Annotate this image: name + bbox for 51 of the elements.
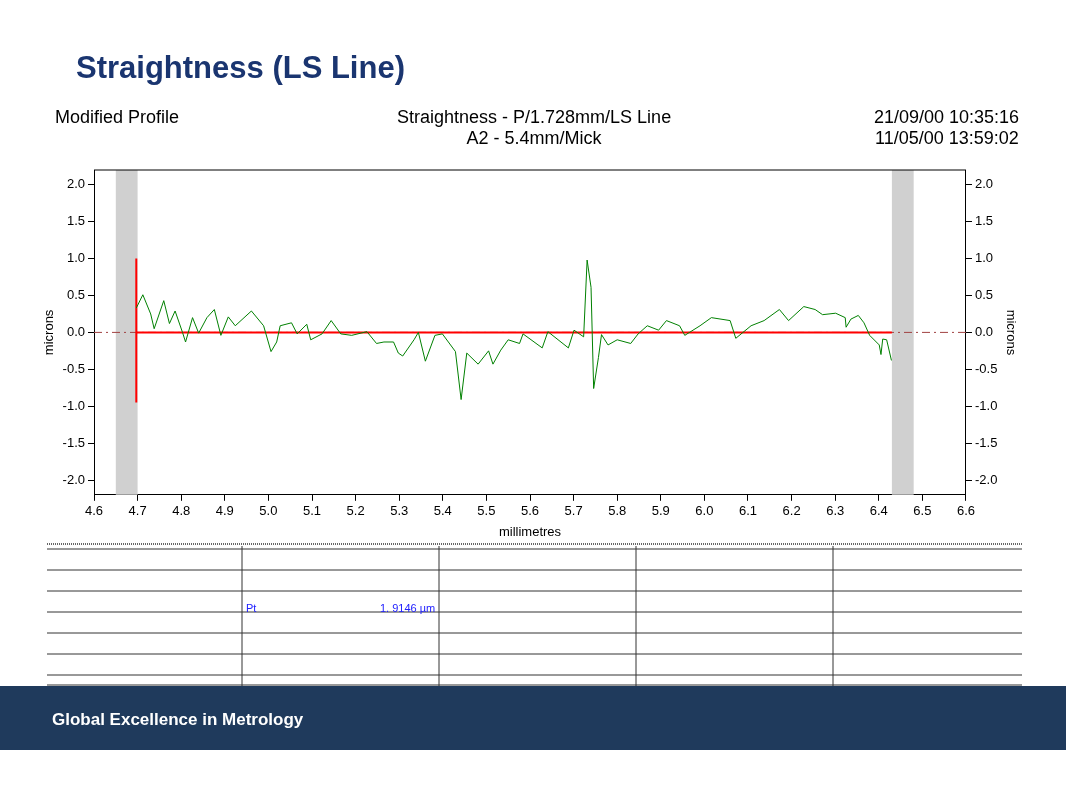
y2-tick-label: 0.5 (975, 287, 994, 303)
y2-axis-title: microns (1003, 309, 1019, 356)
x-tick-label: 6.4 (869, 503, 888, 519)
x-tick-label: 5.2 (346, 503, 365, 519)
x-tick-label: 6.3 (826, 503, 845, 519)
x-tick-label: 6.0 (695, 503, 714, 519)
x-tick-label: 5.7 (564, 503, 583, 519)
x-tick-label: 5.8 (608, 503, 627, 519)
y-tick-label: -0.5 (62, 360, 85, 376)
y-tick-label: 1.0 (66, 250, 85, 266)
y2-tick-label: -1.5 (975, 434, 998, 450)
x-axis-title: millimetres (498, 523, 562, 539)
x-tick-label: 4.8 (172, 503, 191, 519)
x-tick-label: 6.1 (738, 503, 758, 519)
x-tick-label: 6.6 (956, 503, 976, 519)
y-tick-label: 2.0 (66, 176, 85, 192)
x-tick-label: 4.9 (215, 503, 234, 519)
x-tick-label: 6.2 (782, 503, 801, 519)
chart-title: Straightness (LS Line) (76, 50, 405, 86)
text: A2 - 5.4mm/Mick (466, 128, 602, 149)
y-tick-label: 0.0 (66, 323, 85, 339)
x-tick-label: 5.9 (651, 503, 670, 519)
y2-tick-label: 2.0 (975, 176, 994, 192)
text: Straightness - P/1.728mm/LS Line (397, 107, 672, 128)
y-tick-label: -1.5 (62, 434, 85, 450)
y-tick-label: -2.0 (62, 471, 85, 487)
y-tick-label: -1.0 (62, 397, 85, 413)
text: 21/09/00 10:35:16 (874, 107, 1020, 128)
text: 11/05/00 13:59:02 (875, 128, 1019, 149)
text: Global Excellence in Metrology (52, 710, 304, 730)
x-tick-label: 5.4 (433, 503, 452, 519)
x-tick-label: 5.6 (520, 503, 540, 519)
y-tick-label: 1.5 (66, 213, 85, 229)
text: Pt (246, 602, 257, 614)
x-tick-label: 5.5 (477, 503, 496, 519)
y2-tick-label: 1.0 (975, 250, 994, 266)
x-tick-label: 5.3 (390, 503, 409, 519)
y2-tick-label: 1.5 (975, 213, 994, 229)
text: Modified Profile (55, 107, 180, 128)
x-tick-label: 4.6 (84, 503, 104, 519)
y2-tick-label: 0.0 (975, 323, 994, 339)
y2-tick-label: -0.5 (975, 360, 998, 376)
y-axis-title: microns (41, 309, 57, 356)
y2-tick-label: -1.0 (975, 397, 998, 413)
x-tick-label: 6.5 (913, 503, 932, 519)
x-tick-label: 5.0 (259, 503, 278, 519)
text: 1. 9146 µm (380, 602, 436, 614)
x-tick-label: 5.1 (302, 503, 322, 519)
y-tick-label: 0.5 (66, 287, 85, 303)
x-tick-label: 4.7 (128, 503, 147, 519)
y2-tick-label: -2.0 (975, 471, 998, 487)
